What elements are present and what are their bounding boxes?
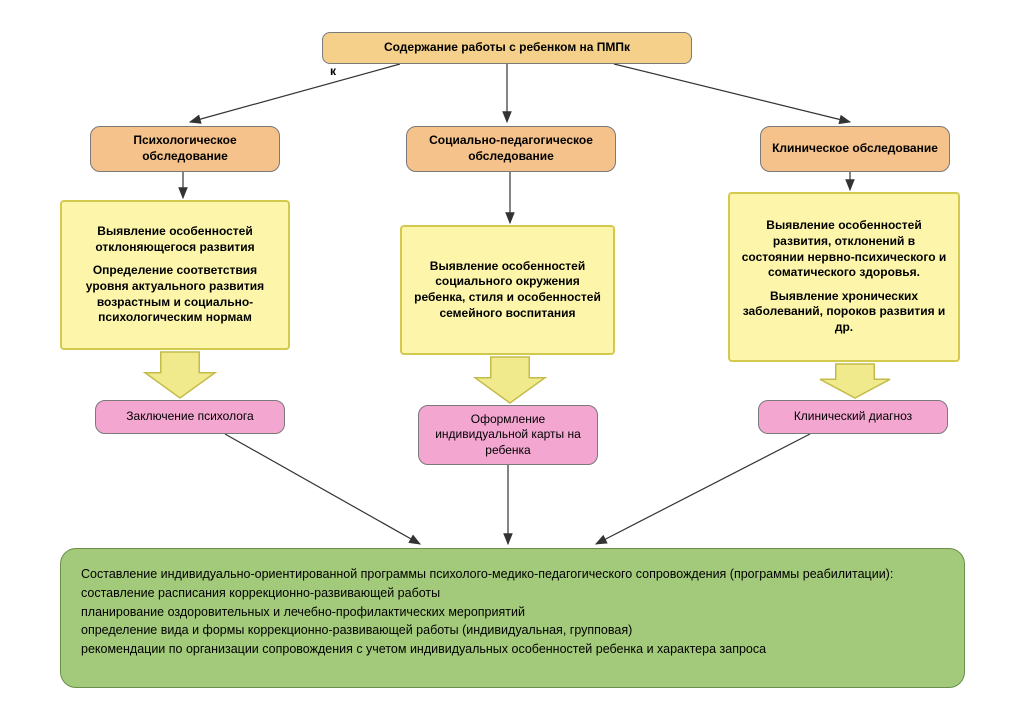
outcome-line: рекомендации по организации сопровождени… (81, 640, 766, 659)
branch-result-social: Оформление индивидуальной карты на ребен… (418, 405, 598, 465)
diagram-title: Содержание работы с ребенком на ПМПк (322, 32, 692, 64)
outcome-line: Составление индивидуально-ориентированно… (81, 565, 893, 584)
outcome-box: Составление индивидуально-ориентированно… (60, 548, 965, 688)
outcome-line: определение вида и формы коррекционно-ра… (81, 621, 632, 640)
branch-detail-social: Выявление особенностей социального окруж… (400, 225, 615, 355)
detail-paragraph: Выявление особенностей отклоняющегося ра… (72, 224, 278, 255)
detail-paragraph: Выявление особенностей развития, отклоне… (740, 218, 948, 280)
result-label: Клинический диагноз (794, 409, 912, 425)
detail-paragraph: Определение соответствия уровня актуальн… (72, 263, 278, 325)
branch-header-clinical: Клиническое обследование (760, 126, 950, 172)
result-label: Оформление индивидуальной карты на ребен… (429, 412, 587, 459)
result-label: Заключение психолога (126, 409, 253, 425)
branch-header-label: Клиническое обследование (772, 141, 938, 157)
branch-result-clinical: Клинический диагноз (758, 400, 948, 434)
outcome-line: составление расписания коррекционно-разв… (81, 584, 440, 603)
branch-header-label: Социально-педагогическое обследование (417, 133, 605, 164)
stray-letter: к (330, 64, 336, 78)
outcome-line: планирование оздоровительных и лечебно-п… (81, 603, 525, 622)
branch-header-social: Социально-педагогическое обследование (406, 126, 616, 172)
detail-paragraph: Выявление хронических заболеваний, порок… (740, 289, 948, 336)
title-text: Содержание работы с ребенком на ПМПк (384, 40, 630, 56)
branch-detail-clinical: Выявление особенностей развития, отклоне… (728, 192, 960, 362)
branch-detail-psych: Выявление особенностей отклоняющегося ра… (60, 200, 290, 350)
detail-paragraph: Выявление особенностей социального окруж… (412, 259, 603, 321)
branch-result-psych: Заключение психолога (95, 400, 285, 434)
branch-header-label: Психологическое обследование (101, 133, 269, 164)
branch-header-psych: Психологическое обследование (90, 126, 280, 172)
